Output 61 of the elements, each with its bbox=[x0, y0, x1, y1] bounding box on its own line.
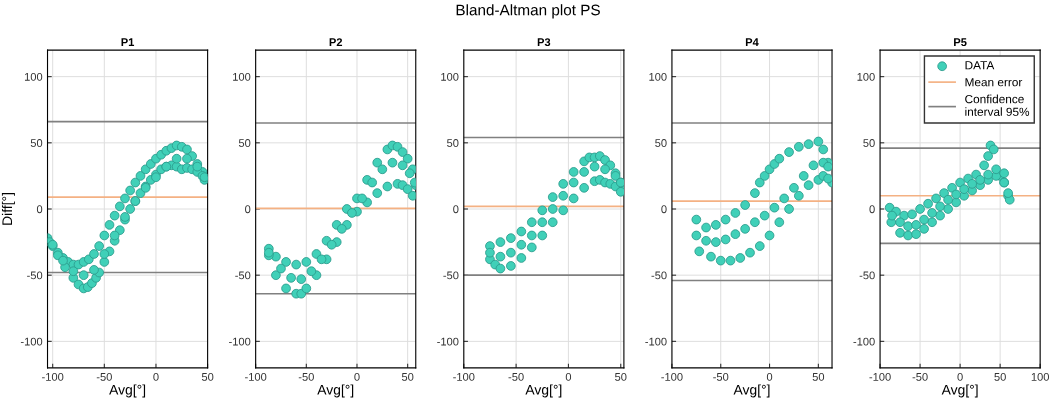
legend-label: Mean error bbox=[965, 78, 1023, 87]
chart-title: P5 bbox=[954, 38, 967, 47]
chart-title: P2 bbox=[329, 38, 343, 46]
y-tick-label: 50 bbox=[655, 139, 667, 147]
y-tick-label: -50 bbox=[235, 271, 251, 280]
y-tick-label: -50 bbox=[27, 271, 43, 280]
y-tick-label: -50 bbox=[859, 271, 875, 280]
x-axis-title: Avg[°] bbox=[525, 384, 562, 398]
y-tick-label: 50 bbox=[447, 139, 459, 147]
x-tick-label: 50 bbox=[401, 372, 414, 381]
x-tick-label: 50 bbox=[812, 372, 825, 381]
y-tick-label: -50 bbox=[443, 271, 459, 280]
x-tick-label: 0 bbox=[766, 372, 773, 381]
y-tick-label: -100 bbox=[645, 337, 667, 346]
x-tick-label: -50 bbox=[508, 372, 524, 381]
y-tick-label: -100 bbox=[229, 337, 251, 346]
x-tick-label: -100 bbox=[453, 372, 475, 381]
x-tick-label: 0 bbox=[957, 372, 963, 381]
legend-label: DATA bbox=[965, 61, 995, 70]
y-tick-label: 100 bbox=[24, 72, 43, 81]
x-tick-label: -100 bbox=[245, 372, 267, 381]
y-tick-label: 50 bbox=[863, 139, 875, 147]
x-axis-title: Avg[°] bbox=[317, 384, 354, 398]
x-tick-label: -100 bbox=[661, 372, 683, 381]
text: Bland-Altman plot PS bbox=[456, 4, 600, 19]
y-tick-label: 0 bbox=[869, 205, 875, 214]
x-tick-label: -50 bbox=[96, 372, 112, 381]
y-axis-title: Diff[°] bbox=[1, 193, 15, 225]
y-tick-label: -100 bbox=[20, 337, 43, 346]
y-tick-label: 0 bbox=[245, 205, 251, 214]
y-tick-label: 50 bbox=[30, 139, 43, 147]
x-tick-label: -50 bbox=[912, 372, 928, 381]
y-tick-label: -50 bbox=[651, 271, 667, 280]
x-axis-title: Avg[°] bbox=[109, 384, 146, 398]
chart-title: P4 bbox=[745, 38, 759, 46]
chart-title: P1 bbox=[121, 38, 135, 46]
y-tick-label: 0 bbox=[661, 205, 667, 214]
x-tick-label: 50 bbox=[994, 372, 1006, 381]
x-tick-label: 50 bbox=[201, 372, 214, 381]
y-tick-label: 100 bbox=[233, 72, 251, 81]
x-tick-label: 0 bbox=[565, 372, 572, 381]
x-tick-label: 0 bbox=[153, 372, 159, 381]
chart-title: P3 bbox=[537, 38, 551, 47]
y-tick-label: -100 bbox=[853, 337, 875, 346]
x-tick-label: 50 bbox=[615, 372, 627, 381]
x-tick-label: 0 bbox=[354, 372, 360, 381]
x-axis-title: Avg[°] bbox=[941, 384, 978, 398]
x-tick-label: -100 bbox=[869, 372, 891, 381]
x-tick-label: 100 bbox=[1031, 372, 1049, 381]
x-tick-label: -50 bbox=[713, 372, 729, 381]
y-tick-label: 50 bbox=[238, 139, 251, 147]
y-tick-label: 0 bbox=[453, 205, 459, 214]
legend-label: Confidence interval 95% bbox=[965, 94, 1030, 116]
x-tick-label: -100 bbox=[42, 372, 64, 381]
y-tick-label: 100 bbox=[857, 72, 875, 81]
y-tick-label: 100 bbox=[441, 72, 459, 81]
y-tick-label: 0 bbox=[36, 205, 43, 214]
y-tick-label: 100 bbox=[649, 72, 667, 81]
y-tick-label: -100 bbox=[437, 337, 459, 346]
x-axis-title: Avg[°] bbox=[733, 384, 770, 398]
x-tick-label: -50 bbox=[298, 372, 314, 381]
